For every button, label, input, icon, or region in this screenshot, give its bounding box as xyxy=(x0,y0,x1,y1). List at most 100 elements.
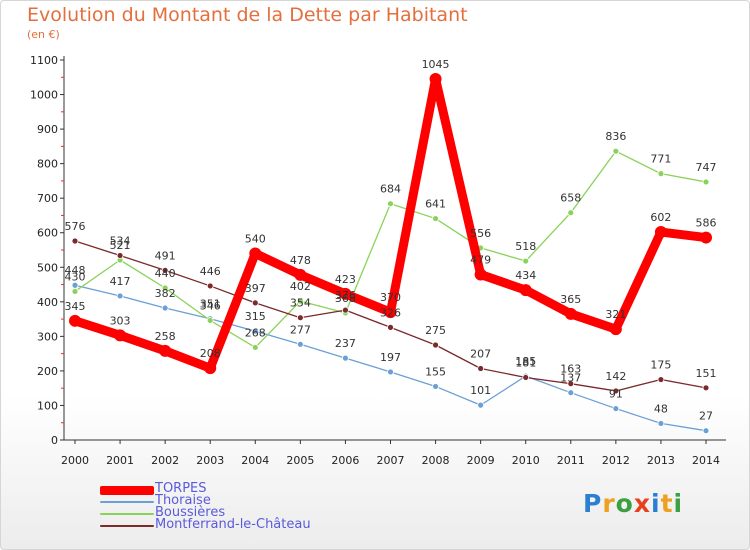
data-label: 397 xyxy=(245,282,266,295)
data-label: 684 xyxy=(380,183,401,196)
legend: TORPES Thoraise Boussières Montferrand-le-C… xyxy=(100,481,360,532)
data-label: 430 xyxy=(65,270,86,283)
logo-letter: t xyxy=(660,489,674,518)
x-tick-label: 2011 xyxy=(557,454,585,467)
data-label: 27 xyxy=(699,410,713,423)
y-tick-label: 900 xyxy=(37,123,58,136)
data-point xyxy=(296,340,304,348)
logo-letter: P xyxy=(583,489,603,518)
data-point xyxy=(384,306,397,319)
data-label: 345 xyxy=(65,300,86,313)
data-point xyxy=(612,147,620,155)
y-tick-label: 1100 xyxy=(30,54,58,67)
data-point xyxy=(161,304,169,312)
data-point xyxy=(114,329,127,342)
y-tick-label: 100 xyxy=(37,399,58,412)
logo-letter: o xyxy=(615,489,634,518)
data-point xyxy=(432,341,439,349)
y-tick-label: 0 xyxy=(51,434,58,447)
data-point xyxy=(654,226,667,239)
data-point xyxy=(519,284,532,297)
data-label: 91 xyxy=(609,388,623,401)
data-point xyxy=(429,73,442,85)
x-tick-label: 2007 xyxy=(377,454,405,467)
x-tick-label: 2005 xyxy=(286,454,314,467)
data-label: 354 xyxy=(290,297,311,310)
data-point xyxy=(432,215,439,222)
data-label: 440 xyxy=(155,267,176,280)
data-label: 521 xyxy=(110,239,131,252)
data-point xyxy=(657,420,665,427)
data-point xyxy=(522,257,530,265)
x-tick-label: 2014 xyxy=(692,454,720,467)
data-point xyxy=(161,284,169,292)
data-label: 402 xyxy=(290,280,311,293)
legend-swatch xyxy=(100,501,154,503)
x-tick-label: 2009 xyxy=(467,454,495,467)
logo-letter: x xyxy=(633,489,651,518)
data-point xyxy=(251,344,259,351)
x-tick-label: 2012 xyxy=(602,454,630,467)
data-label: 326 xyxy=(380,306,401,319)
data-label: 207 xyxy=(470,347,491,360)
data-label: 479 xyxy=(470,254,491,267)
data-label: 208 xyxy=(200,347,221,360)
data-label: 540 xyxy=(245,232,266,245)
data-point xyxy=(567,380,575,388)
data-point xyxy=(249,247,262,260)
data-point xyxy=(339,287,352,300)
data-label: 658 xyxy=(560,192,581,205)
data-label: 155 xyxy=(425,365,446,378)
data-label: 423 xyxy=(335,273,356,286)
data-point xyxy=(342,306,349,314)
data-label: 534 xyxy=(110,235,131,248)
data-label: 491 xyxy=(155,249,176,262)
data-point xyxy=(342,354,349,362)
x-tick-label: 2008 xyxy=(422,454,450,467)
x-tick-label: 2010 xyxy=(512,454,540,467)
data-point xyxy=(159,344,172,357)
logo-letter: i xyxy=(651,489,661,518)
data-label: 602 xyxy=(650,211,671,224)
data-label: 576 xyxy=(65,220,86,233)
data-point xyxy=(69,314,81,327)
x-tick-label: 2000 xyxy=(61,454,89,467)
data-point xyxy=(116,292,124,300)
x-tick-label: 2013 xyxy=(647,454,675,467)
y-tick-label: 300 xyxy=(37,330,58,343)
data-label: 446 xyxy=(200,265,221,278)
data-label: 376 xyxy=(335,289,356,302)
data-label: 365 xyxy=(560,293,581,306)
data-label: 137 xyxy=(560,372,581,385)
data-label: 346 xyxy=(200,299,221,312)
x-tick-label: 2001 xyxy=(106,454,134,467)
legend-swatch xyxy=(100,485,154,495)
data-point xyxy=(522,374,530,381)
x-tick-label: 2004 xyxy=(241,454,269,467)
data-point xyxy=(206,317,214,324)
legend-label: Thoraise xyxy=(155,493,211,508)
data-point xyxy=(206,282,214,290)
legend-item: Montferrand-le-Château xyxy=(100,517,360,532)
data-point xyxy=(657,376,665,383)
data-point xyxy=(71,288,79,295)
data-point xyxy=(567,389,575,397)
data-label: 351 xyxy=(200,298,221,311)
data-point xyxy=(251,299,259,307)
proxiti-logo: Proxiti xyxy=(583,489,683,518)
y-tick-label: 200 xyxy=(37,365,58,378)
y-tick-label: 1000 xyxy=(30,89,58,102)
data-label: 771 xyxy=(650,153,671,166)
data-label: 268 xyxy=(245,326,266,339)
data-label: 197 xyxy=(380,351,401,364)
legend-swatch xyxy=(100,513,154,515)
chart-unit: (en €) xyxy=(27,28,60,41)
data-label: 448 xyxy=(65,264,86,277)
data-label: 175 xyxy=(650,359,671,372)
data-point xyxy=(700,231,712,244)
data-point xyxy=(612,405,620,412)
data-label: 747 xyxy=(696,161,717,174)
logo-letter: i xyxy=(673,489,684,518)
data-label: 478 xyxy=(290,254,311,267)
